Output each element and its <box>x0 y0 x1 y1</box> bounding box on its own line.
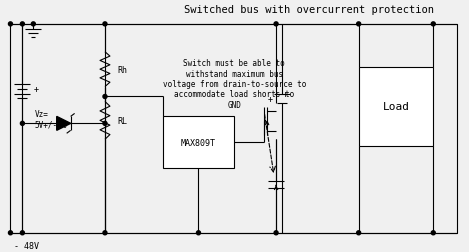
Circle shape <box>103 122 107 126</box>
Circle shape <box>356 231 361 235</box>
Circle shape <box>197 231 200 235</box>
Bar <box>163 117 234 168</box>
Circle shape <box>274 231 278 235</box>
Text: Switched bus with overcurrent protection: Switched bus with overcurrent protection <box>184 5 434 15</box>
Text: Load: Load <box>382 102 409 112</box>
Text: RL: RL <box>117 116 127 125</box>
Circle shape <box>21 122 24 126</box>
Circle shape <box>8 23 13 27</box>
Circle shape <box>356 23 361 27</box>
Text: +: + <box>282 90 287 99</box>
Text: +: + <box>34 85 39 94</box>
Circle shape <box>21 231 24 235</box>
Circle shape <box>103 95 107 99</box>
Text: +: + <box>268 94 272 104</box>
Text: - 48V: - 48V <box>15 241 39 250</box>
Bar <box>10 25 457 233</box>
Circle shape <box>274 23 278 27</box>
Text: Switch must be able to
withstand maximum bus
voltage from drain-to-source to
acc: Switch must be able to withstand maximum… <box>163 59 306 109</box>
Text: Rh: Rh <box>117 65 127 74</box>
Circle shape <box>431 23 435 27</box>
Circle shape <box>31 23 35 27</box>
Circle shape <box>21 23 24 27</box>
Text: MAX809T: MAX809T <box>181 138 216 147</box>
Circle shape <box>103 23 107 27</box>
Circle shape <box>8 231 13 235</box>
Circle shape <box>431 231 435 235</box>
Polygon shape <box>57 117 71 131</box>
Text: Vz=
5V+/-5%: Vz= 5V+/-5% <box>34 109 67 129</box>
Bar <box>359 67 433 147</box>
Circle shape <box>103 231 107 235</box>
